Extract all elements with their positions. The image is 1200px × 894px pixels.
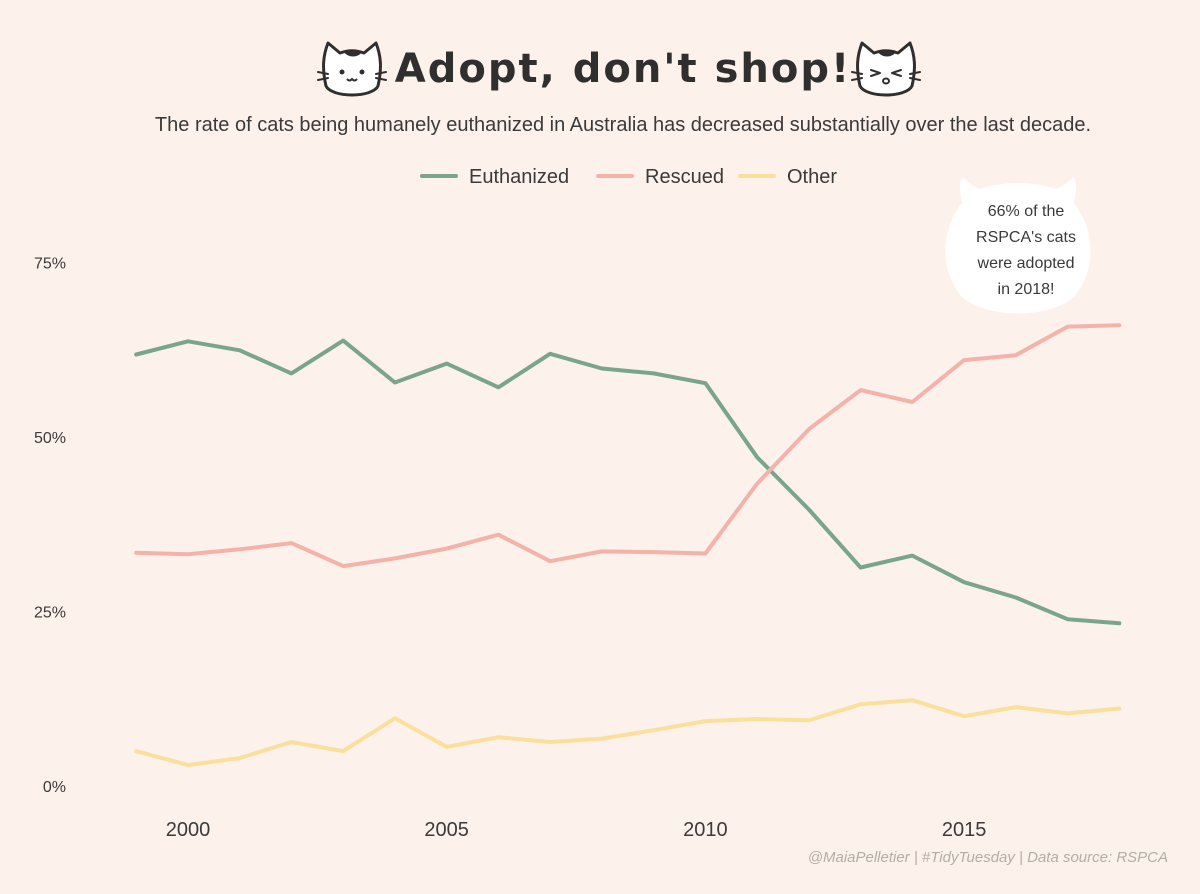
- series-line-rescued: [134, 323, 1122, 569]
- x-tick-label: 2015: [942, 819, 987, 841]
- legend-label-other: Other: [787, 166, 837, 188]
- x-axis: 2000 2005 2010 2015: [166, 819, 987, 841]
- annotation-callout: 66% of the RSPCA's cats were adopted in …: [945, 177, 1091, 314]
- x-tick-label: 2005: [424, 819, 469, 841]
- x-tick-label: 2010: [683, 819, 728, 841]
- cat-face-icon-right: [851, 41, 921, 97]
- series-line-other: [134, 698, 1122, 768]
- legend-label-rescued: Rescued: [645, 166, 724, 188]
- annotation-line-3: were adopted: [977, 255, 1075, 272]
- x-tick-label: 2000: [166, 819, 211, 841]
- y-tick-label: 0%: [43, 779, 66, 796]
- cat-face-icon-left: [317, 41, 387, 97]
- legend-label-euthanized: Euthanized: [469, 166, 569, 188]
- chart-caption: @MaiaPelletier | #TidyTuesday | Data sou…: [808, 849, 1168, 866]
- chart-title: Adopt, don't shop!: [395, 46, 851, 92]
- y-tick-label: 50%: [34, 430, 66, 447]
- series-line-euthanized: [134, 338, 1122, 626]
- chart-subtitle: The rate of cats being humanely euthaniz…: [155, 114, 1091, 136]
- annotation-line-4: in 2018!: [998, 281, 1055, 298]
- series-lines: [134, 323, 1122, 768]
- annotation-line-2: RSPCA's cats: [976, 229, 1076, 246]
- annotation-line-1: 66% of the: [988, 203, 1065, 220]
- y-tick-label: 25%: [34, 604, 66, 621]
- y-axis: 0% 25% 50% 75%: [34, 255, 66, 796]
- annotation-bubble: [945, 177, 1091, 314]
- chart-legend: Euthanized Rescued Other: [420, 166, 837, 188]
- y-tick-label: 75%: [34, 255, 66, 272]
